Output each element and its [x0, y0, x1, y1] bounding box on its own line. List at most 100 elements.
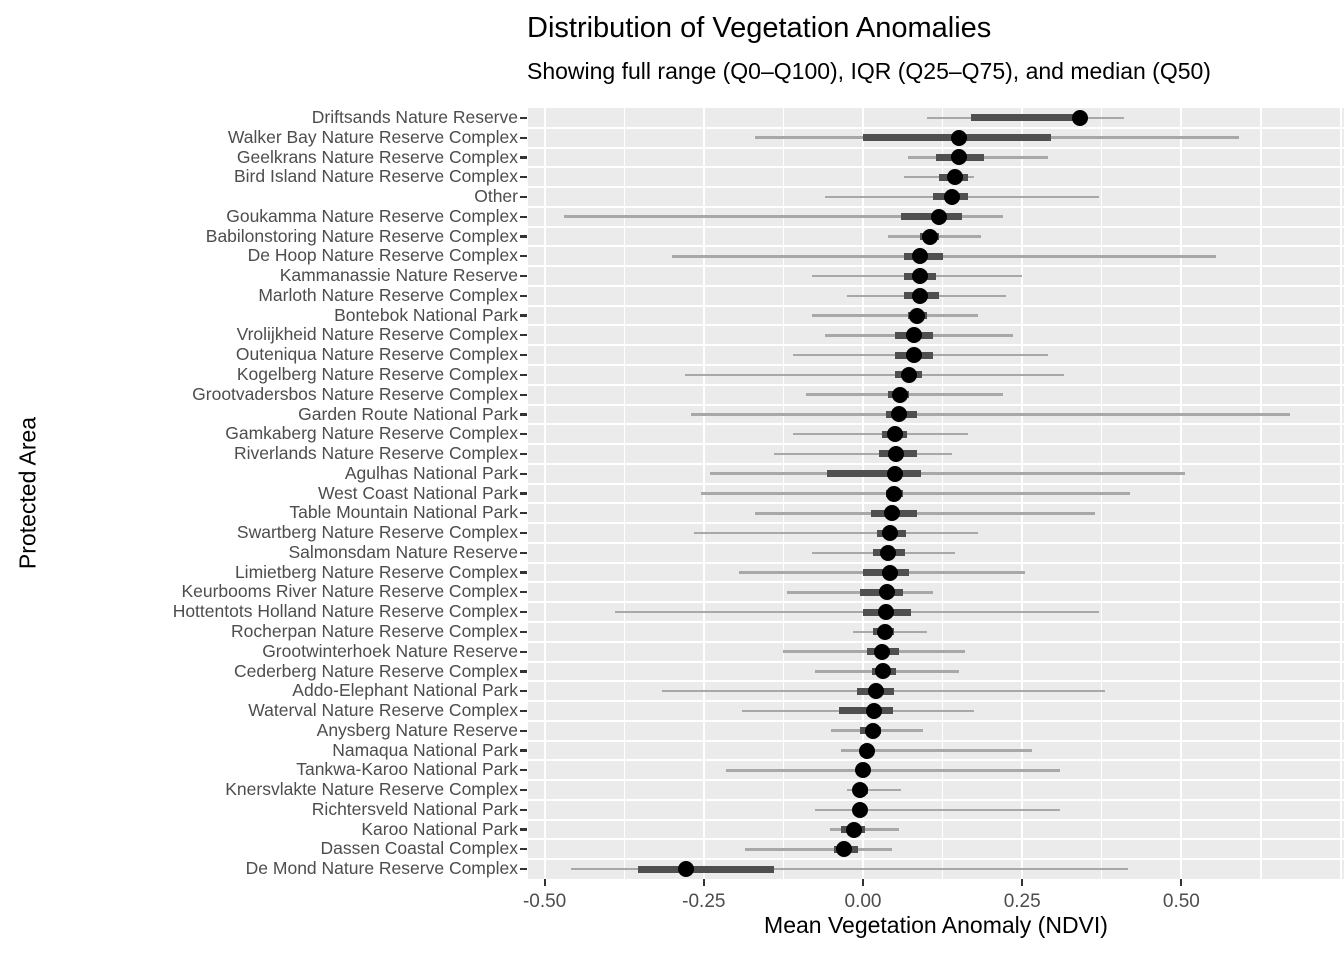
row-separator [528, 522, 1344, 525]
row-separator [528, 146, 1344, 149]
row-separator [528, 186, 1344, 189]
row-separator [528, 818, 1344, 821]
chart-title: Distribution of Vegetation Anomalies [527, 12, 992, 44]
y-axis-tick-mark [520, 176, 527, 179]
category-label: Addo-Elephant National Park [292, 680, 518, 701]
row-separator [528, 344, 1344, 347]
y-axis-tick-mark [520, 551, 527, 554]
category-label: Dassen Coastal Complex [320, 838, 518, 859]
iqr-bar [839, 707, 893, 715]
y-axis-tick-mark [520, 650, 527, 653]
x-axis-tick-mark [1180, 879, 1183, 886]
row-separator [528, 265, 1344, 268]
full-range-line [700, 492, 1131, 495]
category-label: Vrolijkheid Nature Reserve Complex [236, 324, 518, 345]
median-dot [858, 742, 875, 759]
category-label: Kammanassie Nature Reserve [279, 265, 518, 286]
y-axis-tick-mark [520, 294, 527, 297]
y-axis-tick-mark [520, 116, 527, 119]
category-label: Driftsands Nature Reserve [311, 107, 518, 127]
iqr-bar [971, 114, 1086, 122]
row-separator [528, 383, 1344, 386]
row-separator [528, 759, 1344, 762]
row-separator [528, 640, 1344, 643]
y-axis-tick-mark [520, 769, 527, 772]
category-label: Namaqua National Park [332, 739, 518, 760]
gridline-minor [623, 108, 625, 879]
plot-panel [528, 108, 1344, 879]
category-label: De Mond Nature Reserve Complex [245, 858, 518, 879]
median-dot [905, 327, 922, 344]
gridline-minor [1260, 108, 1262, 879]
median-dot [1071, 109, 1088, 126]
row-separator [528, 482, 1344, 485]
median-dot [855, 762, 871, 779]
y-axis-tick-mark [520, 215, 527, 218]
median-dot [891, 386, 908, 403]
row-separator [528, 739, 1344, 742]
median-dot [852, 782, 869, 799]
category-label: Keurbooms River Nature Reserve Complex [181, 581, 518, 602]
category-label: Table Mountain National Park [289, 502, 518, 523]
median-dot [879, 584, 896, 601]
median-dot [950, 129, 967, 146]
category-label: Tankwa-Karoo National Park [296, 759, 518, 780]
x-axis-tick-mark [702, 879, 705, 886]
median-dot [875, 663, 892, 680]
category-label: Geelkrans Nature Reserve Complex [236, 146, 518, 167]
median-dot [866, 702, 883, 719]
median-dot [884, 505, 901, 522]
category-label: Goukamma Nature Reserve Complex [226, 205, 518, 226]
y-axis-tick-mark [520, 531, 527, 535]
y-axis-tick-mark [520, 393, 527, 396]
y-axis-tick-mark [520, 373, 527, 376]
x-axis-tick-mark [861, 879, 865, 886]
median-dot [876, 623, 893, 640]
x-axis-tick-label: -0.50 [522, 891, 567, 912]
median-dot [885, 485, 902, 502]
median-dot [944, 188, 961, 205]
row-separator [528, 858, 1344, 861]
median-dot [835, 841, 852, 858]
median-dot [890, 406, 907, 423]
median-dot [905, 347, 922, 364]
row-separator [528, 601, 1344, 604]
y-axis-tick-mark [520, 591, 527, 594]
category-label: West Coast National Park [317, 482, 518, 503]
row-separator [528, 304, 1344, 307]
y-axis-tick-mark [520, 828, 527, 831]
category-label: Waterval Nature Reserve Complex [248, 700, 518, 721]
median-dot [912, 287, 929, 304]
y-axis-tick-mark [520, 274, 527, 278]
full-range-line [671, 254, 1217, 258]
y-axis-tick-mark [520, 433, 527, 436]
median-dot [877, 604, 894, 621]
iqr-bar [638, 865, 774, 873]
category-label: Knersvlakte Nature Reserve Complex [225, 779, 518, 800]
median-dot [874, 643, 891, 660]
category-label: Agulhas National Park [344, 462, 518, 483]
median-dot [950, 149, 967, 166]
y-axis-tick-mark [520, 156, 527, 159]
category-label: Swartberg Nature Reserve Complex [236, 522, 518, 543]
iqr-bar [827, 470, 921, 478]
median-dot [880, 544, 897, 561]
category-label: Hottentots Holland Nature Reserve Comple… [172, 601, 518, 622]
x-axis-tick-label: 0.25 [1003, 891, 1041, 912]
y-axis-tick-mark [520, 195, 527, 199]
full-range-line [571, 867, 1128, 871]
category-label: Bird Island Nature Reserve Complex [233, 166, 518, 187]
full-range-line [792, 432, 969, 436]
y-axis-tick-mark [520, 512, 527, 515]
median-dot [901, 366, 918, 383]
row-separator [528, 423, 1344, 426]
x-axis-title: Mean Vegetation Anomaly (NDVI) [764, 912, 1108, 938]
y-axis-tick-mark [520, 690, 527, 693]
median-dot [677, 861, 694, 878]
y-axis-tick-mark [520, 492, 527, 495]
median-dot [921, 228, 938, 245]
median-dot [865, 722, 882, 739]
median-dot [931, 208, 948, 225]
category-label: Babilonstoring Nature Reserve Complex [205, 225, 518, 246]
full-range-line [710, 472, 1185, 476]
